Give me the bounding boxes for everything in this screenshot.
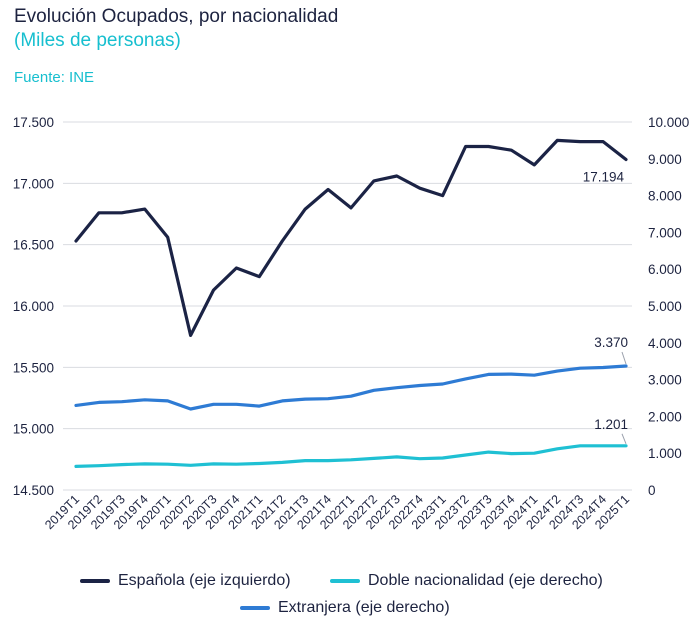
series-line-0 [74,138,628,337]
right-axis-tick-label: 1.000 [648,446,682,461]
legend-swatch-espanola [80,579,110,583]
right-axis-tick-label: 10.000 [648,115,689,130]
left-axis-tick-label: 14.500 [13,483,54,498]
chart-source: Fuente: INE [14,69,95,86]
left-axis-tick-label: 15.000 [13,422,54,437]
legend-label-extranjera: Extranjera (eje derecho) [278,599,450,616]
series-line-1 [74,444,628,468]
chart-subtitle: (Miles de personas) [14,30,181,51]
left-axis-tick-label: 17.500 [13,115,54,130]
right-axis-tick-label: 4.000 [648,336,682,351]
left-axis-tick-label: 17.000 [13,176,54,191]
end-label-espanola: 17.194 [583,170,625,185]
end-label-doble: 1.201 [594,417,628,432]
right-axis-tick-label: 2.000 [648,409,682,424]
right-axis-tick-label: 6.000 [648,262,682,277]
legend-swatch-extranjera [240,606,270,610]
right-axis-ticks: 0 1.000 2.000 3.000 4.000 5.000 6.000 7.000 8.00… [648,115,689,498]
x-axis-ticks: 2019T12019T22019T32019T42020T12020T22020… [42,492,632,532]
left-axis-ticks: 14.500 15.000 15.500 16.000 16.500 17.000 17.5… [13,115,54,498]
end-labels: 17.194 3.370 1.201 [583,170,628,444]
right-axis-tick-label: 5.000 [648,299,682,314]
left-axis-tick-label: 15.500 [13,360,54,375]
right-axis-tick-label: 0 [648,483,656,498]
right-axis-tick-label: 9.000 [648,152,682,167]
left-axis-tick-label: 16.000 [13,299,54,314]
series-lines [74,138,628,468]
legend-swatch-doble [330,579,360,583]
end-label-extranjera: 3.370 [594,335,628,350]
gridlines [63,121,632,491]
legend-label-espanola: Española (eje izquierdo) [118,572,291,589]
legend-item-extranjera: Extranjera (eje derecho) [240,599,450,617]
right-axis-tick-label: 8.000 [648,189,682,204]
leader-line-extranjera [621,351,627,365]
legend-label-doble: Doble nacionalidad (eje derecho) [368,572,603,589]
left-axis-tick-label: 16.500 [13,238,54,253]
legend-item-espanola: Española (eje izquierdo) [80,572,291,590]
chart-title: Evolución Ocupados, por nacionalidad [14,6,339,27]
series-line-2 [74,364,628,411]
right-axis-tick-label: 7.000 [648,225,682,240]
leader-line-doble [621,433,627,444]
right-axis-tick-label: 3.000 [648,373,682,388]
legend-item-doble: Doble nacionalidad (eje derecho) [330,572,603,590]
